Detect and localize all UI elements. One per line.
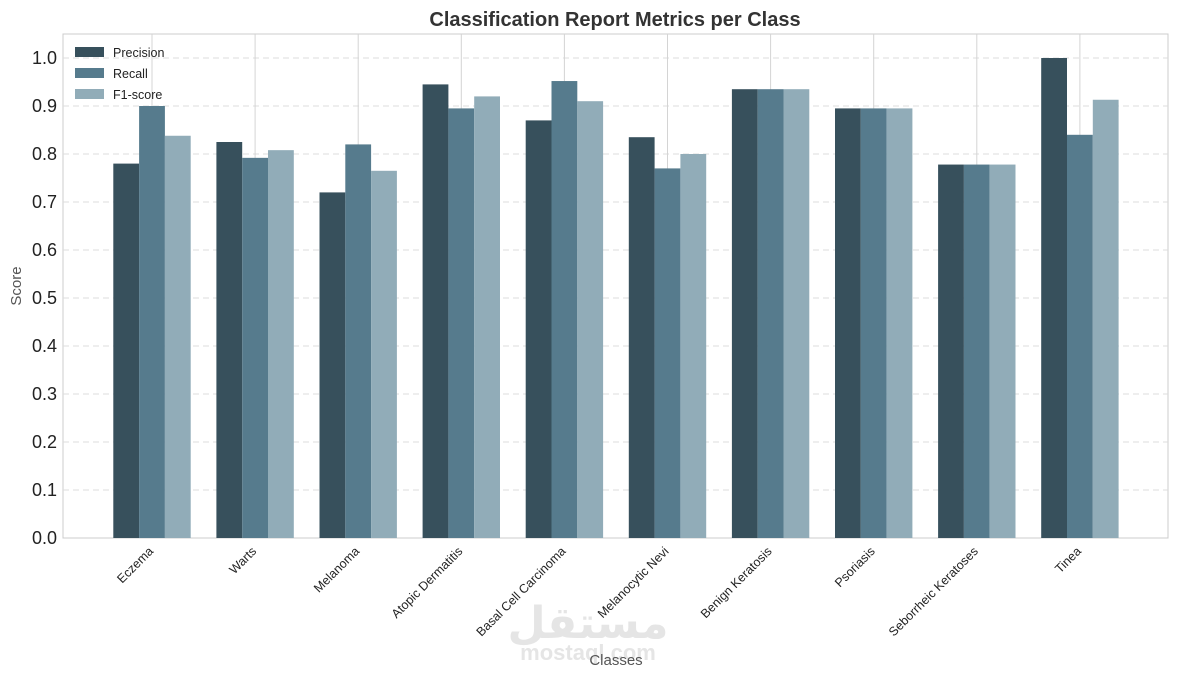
x-tick-label: Tinea xyxy=(1052,544,1084,576)
bar-recall xyxy=(1067,134,1093,539)
bar-recall xyxy=(860,108,887,539)
y-tick-label: 0.5 xyxy=(32,288,57,308)
bar-recall xyxy=(963,164,990,538)
bar-precision xyxy=(628,137,655,538)
watermark: مستقل mostaql.com xyxy=(508,598,669,665)
y-axis-ticks: 0.0 0.1 0.2 0.3 0.4 0.5 0.6 0.7 0.8 0.9 1.0 xyxy=(32,48,57,548)
bar-f1-score xyxy=(989,164,1016,538)
bar-precision xyxy=(731,89,758,538)
y-tick-label: 0.4 xyxy=(32,336,57,356)
watermark-latin-logo: mostaql.com xyxy=(520,640,656,665)
bar-series xyxy=(113,58,1119,539)
bar-precision xyxy=(216,142,243,538)
legend-label: Recall xyxy=(113,67,148,81)
bar-precision xyxy=(938,164,964,538)
y-tick-label: 0.2 xyxy=(32,432,57,452)
x-tick-label: Psoriasis xyxy=(832,544,878,590)
y-tick-label: 0.6 xyxy=(32,240,57,260)
bar-f1-score xyxy=(783,89,810,538)
bar-precision xyxy=(113,163,140,538)
bar-recall xyxy=(242,157,268,538)
bar-f1-score xyxy=(1092,99,1119,538)
x-tick-label: Warts xyxy=(227,544,260,577)
x-tick-label: Benign Keratosis xyxy=(698,544,775,621)
legend: Precision Recall F1-score xyxy=(75,46,164,102)
bar-f1-score xyxy=(680,154,707,538)
x-axis-label: Classes xyxy=(589,652,642,669)
watermark-arabic-logo: مستقل xyxy=(508,598,669,649)
legend-swatch xyxy=(75,47,104,57)
bar-f1-score xyxy=(268,150,294,538)
y-tick-label: 0.7 xyxy=(32,192,57,212)
legend-label: F1-score xyxy=(113,88,162,102)
legend-swatch xyxy=(75,89,104,99)
bar-recall xyxy=(139,106,165,538)
y-tick-label: 0.0 xyxy=(32,528,57,548)
bar-recall xyxy=(654,168,681,538)
x-tick-label: Seborrheic Keratoses xyxy=(886,544,981,639)
bar-f1-score xyxy=(577,101,604,538)
bar-precision xyxy=(319,192,346,538)
legend-label: Precision xyxy=(113,46,164,60)
bar-recall xyxy=(551,81,578,538)
legend-swatch xyxy=(75,68,104,78)
y-tick-label: 0.9 xyxy=(32,96,57,116)
bar-f1-score xyxy=(371,170,397,539)
x-tick-label: Melanoma xyxy=(311,544,362,595)
y-tick-label: 0.8 xyxy=(32,144,57,164)
bar-precision xyxy=(835,108,861,539)
bar-recall xyxy=(757,89,784,538)
bar-recall xyxy=(345,144,372,538)
bar-precision xyxy=(525,120,552,539)
y-tick-label: 1.0 xyxy=(32,48,57,68)
bar-f1-score xyxy=(886,108,913,539)
y-tick-label: 0.3 xyxy=(32,384,57,404)
bar-recall xyxy=(448,108,475,539)
bar-precision xyxy=(1041,58,1067,538)
y-axis-label: Score xyxy=(8,266,25,305)
bar-precision xyxy=(422,84,449,539)
bar-f1-score xyxy=(474,96,500,539)
chart-title: Classification Report Metrics per Class xyxy=(429,9,800,31)
x-tick-label: Eczema xyxy=(114,544,156,586)
bar-f1-score xyxy=(164,135,191,538)
x-tick-label: Atopic Dermatitis xyxy=(389,544,466,621)
y-tick-label: 0.1 xyxy=(32,480,57,500)
